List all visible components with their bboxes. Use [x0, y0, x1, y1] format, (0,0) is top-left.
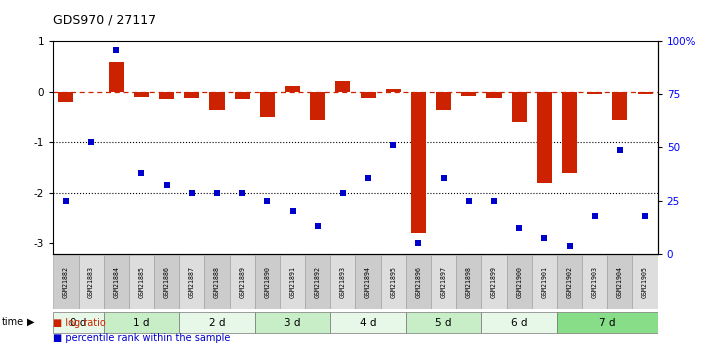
Bar	[159, 92, 174, 99]
Bar	[385, 89, 401, 92]
Text: GSM21895: GSM21895	[390, 266, 396, 298]
Bar	[104, 255, 129, 309]
Bar	[210, 92, 225, 110]
Text: GSM21883: GSM21883	[88, 266, 94, 298]
Text: GSM21894: GSM21894	[365, 266, 371, 298]
Text: GSM21885: GSM21885	[139, 266, 144, 298]
Bar	[255, 255, 280, 309]
Bar	[336, 81, 351, 92]
Text: ▶: ▶	[27, 317, 35, 327]
Bar	[607, 255, 633, 309]
Bar	[154, 255, 179, 309]
Text: 4 d: 4 d	[360, 318, 376, 327]
Bar	[537, 92, 552, 183]
Bar	[562, 92, 577, 173]
Bar	[506, 255, 532, 309]
Bar	[360, 92, 375, 98]
Bar	[486, 92, 501, 98]
Text: GSM21897: GSM21897	[441, 266, 447, 298]
Bar	[587, 92, 602, 95]
Text: GSM21892: GSM21892	[315, 266, 321, 298]
Bar	[431, 255, 456, 309]
Bar	[356, 255, 380, 309]
Text: 2 d: 2 d	[209, 318, 225, 327]
Text: GSM21890: GSM21890	[264, 266, 270, 298]
Bar	[456, 255, 481, 309]
Text: ■ log ratio: ■ log ratio	[53, 318, 106, 328]
Bar	[280, 255, 305, 309]
Text: GSM21905: GSM21905	[642, 266, 648, 298]
Bar	[331, 312, 406, 333]
Text: GSM21903: GSM21903	[592, 266, 598, 298]
Bar	[285, 86, 300, 92]
Bar	[305, 255, 331, 309]
Text: time: time	[1, 317, 23, 327]
Bar	[205, 255, 230, 309]
Bar	[481, 255, 506, 309]
Bar	[612, 92, 627, 120]
Bar	[633, 255, 658, 309]
Bar	[512, 92, 527, 122]
Text: GSM21884: GSM21884	[113, 266, 119, 298]
Text: GSM21889: GSM21889	[239, 266, 245, 298]
Bar	[230, 255, 255, 309]
Bar	[235, 92, 250, 99]
Bar	[436, 92, 451, 110]
Bar	[310, 92, 325, 120]
Text: GSM21901: GSM21901	[541, 266, 547, 298]
Text: 6 d: 6 d	[511, 318, 528, 327]
Text: 1 d: 1 d	[133, 318, 150, 327]
Bar	[58, 92, 73, 102]
Bar	[406, 255, 431, 309]
Text: GSM21888: GSM21888	[214, 266, 220, 298]
Text: GSM21904: GSM21904	[617, 266, 623, 298]
Text: GSM21887: GSM21887	[189, 266, 195, 298]
Bar	[532, 255, 557, 309]
Bar	[557, 255, 582, 309]
Bar	[129, 255, 154, 309]
Text: GSM21893: GSM21893	[340, 266, 346, 298]
Text: GSM21886: GSM21886	[164, 266, 170, 298]
Text: GSM21882: GSM21882	[63, 266, 69, 298]
Bar	[179, 312, 255, 333]
Text: GDS970 / 27117: GDS970 / 27117	[53, 14, 156, 27]
Bar	[481, 312, 557, 333]
Text: 3 d: 3 d	[284, 318, 301, 327]
Text: GSM21896: GSM21896	[415, 266, 422, 298]
Bar	[406, 312, 481, 333]
Text: GSM21898: GSM21898	[466, 266, 472, 298]
Bar	[104, 312, 179, 333]
Bar	[380, 255, 406, 309]
Text: GSM21891: GSM21891	[289, 266, 296, 298]
Text: GSM21902: GSM21902	[567, 266, 572, 298]
Bar	[53, 312, 104, 333]
Text: ■ percentile rank within the sample: ■ percentile rank within the sample	[53, 333, 230, 343]
Bar	[582, 255, 607, 309]
Bar	[331, 255, 356, 309]
Bar	[461, 92, 476, 96]
Bar	[184, 92, 199, 98]
Text: 0 d: 0 d	[70, 318, 87, 327]
Text: GSM21899: GSM21899	[491, 266, 497, 298]
Bar	[134, 92, 149, 97]
Bar	[179, 255, 205, 309]
Bar	[255, 312, 331, 333]
Bar	[411, 92, 426, 233]
Bar	[53, 255, 78, 309]
Bar	[78, 255, 104, 309]
Text: GSM21900: GSM21900	[516, 266, 522, 298]
Bar	[557, 312, 658, 333]
Bar	[260, 92, 275, 117]
Text: 7 d: 7 d	[599, 318, 616, 327]
Bar	[638, 92, 653, 95]
Text: 5 d: 5 d	[435, 318, 452, 327]
Bar	[109, 62, 124, 92]
